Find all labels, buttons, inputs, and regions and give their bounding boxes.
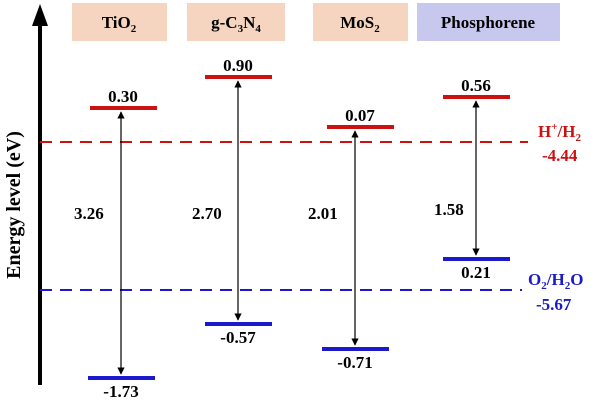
header-mos2: MoS2 xyxy=(340,13,380,35)
mos2-vb-value: -0.71 xyxy=(337,353,372,372)
gc3n4-gap-value: 2.70 xyxy=(192,204,222,223)
header-phosphorene-bg xyxy=(417,3,560,41)
phosphorene-gap-value: 1.58 xyxy=(434,200,464,219)
energy-axis-arrowhead xyxy=(32,4,48,26)
header-gc3n4: g-C3N4 xyxy=(211,13,261,35)
h-reference-label: H+/H2 xyxy=(538,121,581,144)
energy-axis-label: Energy level (eV) xyxy=(3,131,25,279)
header-tio2: TiO2 xyxy=(102,13,137,35)
tio2-vb-value: -1.73 xyxy=(103,382,138,401)
h-reference-value: -4.44 xyxy=(542,146,578,165)
phosphorene-cb-value: 0.56 xyxy=(461,76,491,95)
header-mos2-bg xyxy=(313,3,408,41)
o-reference-value: -5.67 xyxy=(536,295,572,314)
tio2-cb-value: 0.30 xyxy=(108,87,138,106)
mos2-gap-value: 2.01 xyxy=(308,204,338,223)
mos2-cb-value: 0.07 xyxy=(345,106,375,125)
gc3n4-vb-value: -0.57 xyxy=(220,328,256,347)
header-tio2-bg xyxy=(72,3,167,41)
header-gc3n4-bg xyxy=(187,3,285,41)
tio2-gap-value: 3.26 xyxy=(74,204,104,223)
gc3n4-cb-value: 0.90 xyxy=(223,56,253,75)
phosphorene-vb-value: 0.21 xyxy=(461,263,491,282)
o-reference-label: O2/H2O xyxy=(528,270,583,292)
header-phosphorene: Phosphorene xyxy=(441,13,536,32)
